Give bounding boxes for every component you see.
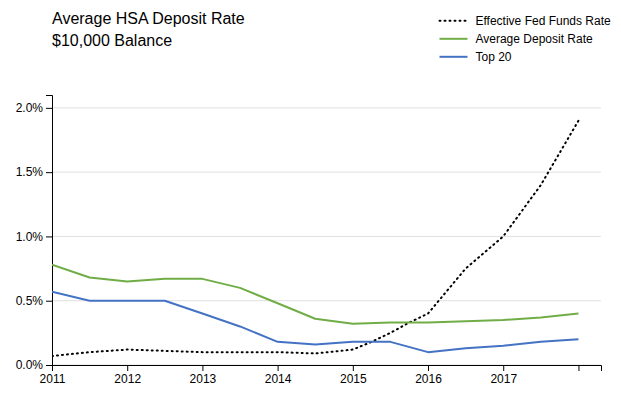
- legend-label: Top 20: [475, 50, 511, 64]
- x-tick: 2011: [40, 365, 66, 386]
- series-line: [52, 265, 578, 324]
- x-tick-mark: [278, 365, 279, 371]
- legend: Effective Fed Funds Rate Average Deposit …: [439, 14, 611, 64]
- x-tick: 2013: [190, 365, 217, 386]
- grid: [52, 108, 601, 365]
- x-tick-label: 2015: [340, 372, 367, 386]
- x-tick-mark: [578, 365, 579, 371]
- x-tick-label: 2011: [40, 372, 66, 386]
- legend-item: Effective Fed Funds Rate: [439, 14, 611, 28]
- x-tick-label: 2013: [190, 372, 217, 386]
- y-tick: 2.0%: [16, 101, 52, 115]
- y-tick: 1.0%: [16, 230, 52, 244]
- grid-line: [52, 107, 601, 108]
- y-tick-mark: [46, 301, 52, 302]
- y-tick-label: 1.5%: [16, 165, 44, 179]
- x-axis-line: [53, 366, 602, 372]
- legend-item: Top 20: [439, 50, 511, 64]
- y-tick-mark: [46, 236, 52, 237]
- y-tick-mark: [46, 108, 52, 109]
- y-axis: 0.0% 0.5% 1.0% 1.5% 2.0%: [16, 96, 53, 373]
- x-tick-mark: [428, 365, 429, 371]
- legend-label: Effective Fed Funds Rate: [475, 14, 611, 28]
- title-block: Average HSA Deposit Rate $10,000 Balance: [52, 10, 245, 49]
- x-tick-mark: [353, 365, 354, 371]
- y-tick-label: 1.0%: [16, 230, 44, 244]
- series-line: [52, 121, 578, 356]
- legend-swatch: [439, 20, 467, 22]
- grid-line: [52, 236, 601, 237]
- legend-label: Average Deposit Rate: [475, 32, 593, 46]
- x-tick-mark: [503, 365, 504, 371]
- legend-swatch: [439, 38, 467, 40]
- x-tick-label: 2017: [490, 372, 517, 386]
- y-tick-mark: [46, 365, 52, 366]
- x-axis: 2011 2012 2013 2014 2015 2016 2017: [40, 365, 602, 386]
- x-tick: 2015: [340, 365, 367, 386]
- x-tick: 2017: [490, 365, 517, 386]
- x-tick-label: 2014: [265, 372, 292, 386]
- x-tick: 2016: [415, 365, 442, 386]
- x-tick-mark: [127, 365, 128, 371]
- y-tick-label: 2.0%: [16, 101, 44, 115]
- y-tick: 0.5%: [16, 294, 52, 308]
- x-tick-label: 2012: [114, 372, 141, 386]
- x-tick-label: 2016: [415, 372, 442, 386]
- chart: 2011 2012 2013 2014 2015 2016 2017 0.0% 0.5% 1.0%…: [0, 0, 621, 400]
- y-tick-label: 0.0%: [16, 358, 44, 372]
- x-tick: 2012: [114, 365, 141, 386]
- title: Average HSA Deposit Rate: [52, 10, 245, 27]
- series-line: [52, 292, 578, 352]
- y-tick: 1.5%: [16, 165, 52, 179]
- lines: [52, 121, 578, 356]
- x-tick: [578, 365, 579, 371]
- x-tick-mark: [202, 365, 203, 371]
- legend-swatch: [439, 56, 467, 58]
- subtitle: $10,000 Balance: [52, 32, 172, 49]
- y-tick: 0.0%: [16, 358, 52, 372]
- y-tick-label: 0.5%: [16, 294, 44, 308]
- grid-line: [52, 172, 601, 173]
- legend-item: Average Deposit Rate: [439, 32, 593, 46]
- x-tick: 2014: [265, 365, 292, 386]
- y-tick-mark: [46, 172, 52, 173]
- y-axis-line: [46, 96, 53, 366]
